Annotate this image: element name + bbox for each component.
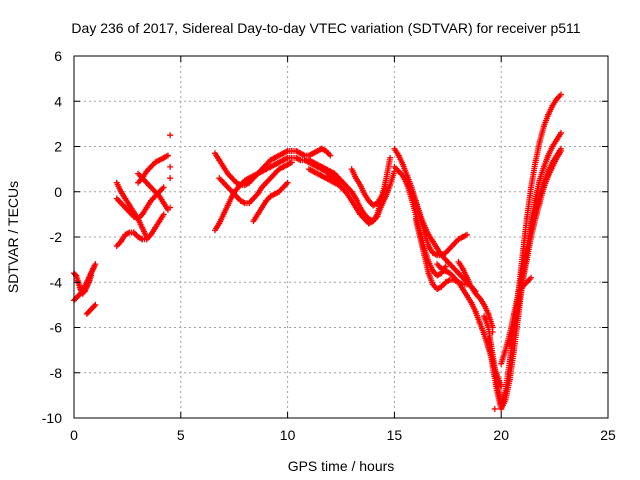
y-tick-label: -2 [50, 229, 63, 245]
data-point [464, 231, 471, 238]
x-axis-label: GPS time / hours [288, 458, 395, 474]
chart-title: Day 236 of 2017, Sidereal Day-to-day VTE… [71, 20, 580, 36]
y-tick-label: 4 [54, 93, 62, 109]
data-point [493, 381, 500, 388]
data-point [167, 204, 174, 211]
data-point [489, 329, 496, 336]
data-point [164, 152, 171, 159]
y-tick-label: -8 [50, 365, 63, 381]
data-point [491, 405, 498, 412]
data-points [71, 91, 565, 412]
data-point [143, 234, 150, 240]
data-point [284, 179, 291, 186]
y-tick-label: 0 [54, 184, 62, 200]
data-point [92, 301, 99, 308]
data-point [160, 211, 167, 218]
data-point [327, 152, 334, 159]
x-tick-label: 15 [387, 427, 403, 443]
y-tick-label: -6 [50, 320, 63, 336]
data-point [167, 163, 174, 170]
data-point [92, 261, 99, 268]
data-point [387, 154, 394, 161]
x-tick-label: 10 [280, 427, 296, 443]
x-tick-label: 25 [600, 427, 616, 443]
data-point [558, 129, 565, 136]
data-point [558, 148, 565, 155]
data-point [558, 91, 565, 98]
data-point [167, 132, 174, 139]
x-tick-label: 0 [70, 427, 78, 443]
data-point [288, 159, 295, 166]
data-point [382, 184, 389, 191]
data-point [160, 184, 167, 191]
x-tick-label: 5 [177, 427, 185, 443]
data-point [528, 274, 535, 281]
data-point [88, 272, 95, 279]
data-point [167, 175, 174, 182]
x-tick-label: 20 [493, 427, 509, 443]
axis-ticks: 0 5 10 15 20 25 -10 -8 -6 -4 -2 0 2 4 6 [42, 48, 616, 443]
y-tick-label: -4 [50, 274, 63, 290]
y-tick-label: -10 [42, 410, 62, 426]
y-tick-label: 2 [54, 139, 62, 155]
data-point [483, 315, 490, 322]
y-tick-label: 6 [54, 48, 62, 64]
y-axis-label: SDTVAR / TECUs [5, 181, 21, 293]
grid-lines [74, 56, 608, 418]
data-point [91, 303, 98, 310]
